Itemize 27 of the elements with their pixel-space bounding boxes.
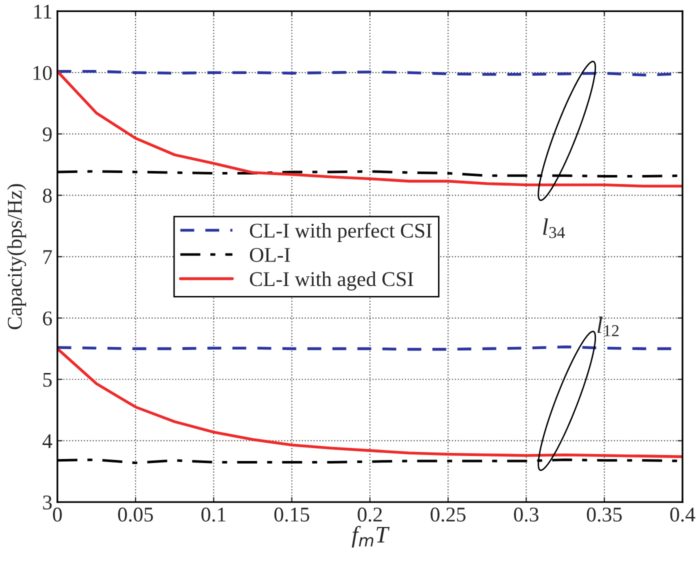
legend-label: OL-I bbox=[250, 248, 290, 262]
x-tick-label: 0.3 bbox=[514, 508, 538, 522]
y-tick-label: 5 bbox=[43, 372, 52, 387]
x-tick-label: 0.05 bbox=[118, 508, 153, 522]
y-tick-label: 3 bbox=[43, 496, 52, 510]
x-axis-title: f$_{m}$T bbox=[352, 526, 390, 548]
y-tick-label: 11 bbox=[34, 4, 52, 18]
line-series bbox=[57, 347, 682, 458]
legend-label: CL-I with aged CSI bbox=[250, 272, 414, 290]
y-tick-label: 4 bbox=[42, 434, 52, 448]
y-tick-label: 9 bbox=[42, 127, 52, 142]
x-tick-label: 0.35 bbox=[586, 508, 622, 522]
y-tick-label: 7 bbox=[43, 250, 52, 264]
x-tick-label: 0.4 bbox=[670, 508, 696, 522]
y-tick-label: 10 bbox=[34, 66, 52, 80]
y-tick-label: 6 bbox=[43, 311, 52, 326]
x-tick-label: 0.2 bbox=[358, 508, 382, 522]
x-tick-label: 0.15 bbox=[274, 508, 310, 522]
y-tick-label: 8 bbox=[42, 188, 52, 203]
y-axis-title: Capacity(bps/Hz) bbox=[7, 184, 26, 330]
annotation: l$_{12}$ bbox=[597, 316, 619, 336]
x-tick-label: 0.1 bbox=[201, 508, 226, 522]
x-tick-label: 0.25 bbox=[430, 508, 466, 522]
legend-label: CL-I with perfect CSI bbox=[250, 222, 432, 242]
annotation: l$_{34}$ bbox=[543, 218, 565, 238]
x-tick-label: 0 bbox=[52, 508, 62, 522]
line-series bbox=[57, 70, 682, 188]
